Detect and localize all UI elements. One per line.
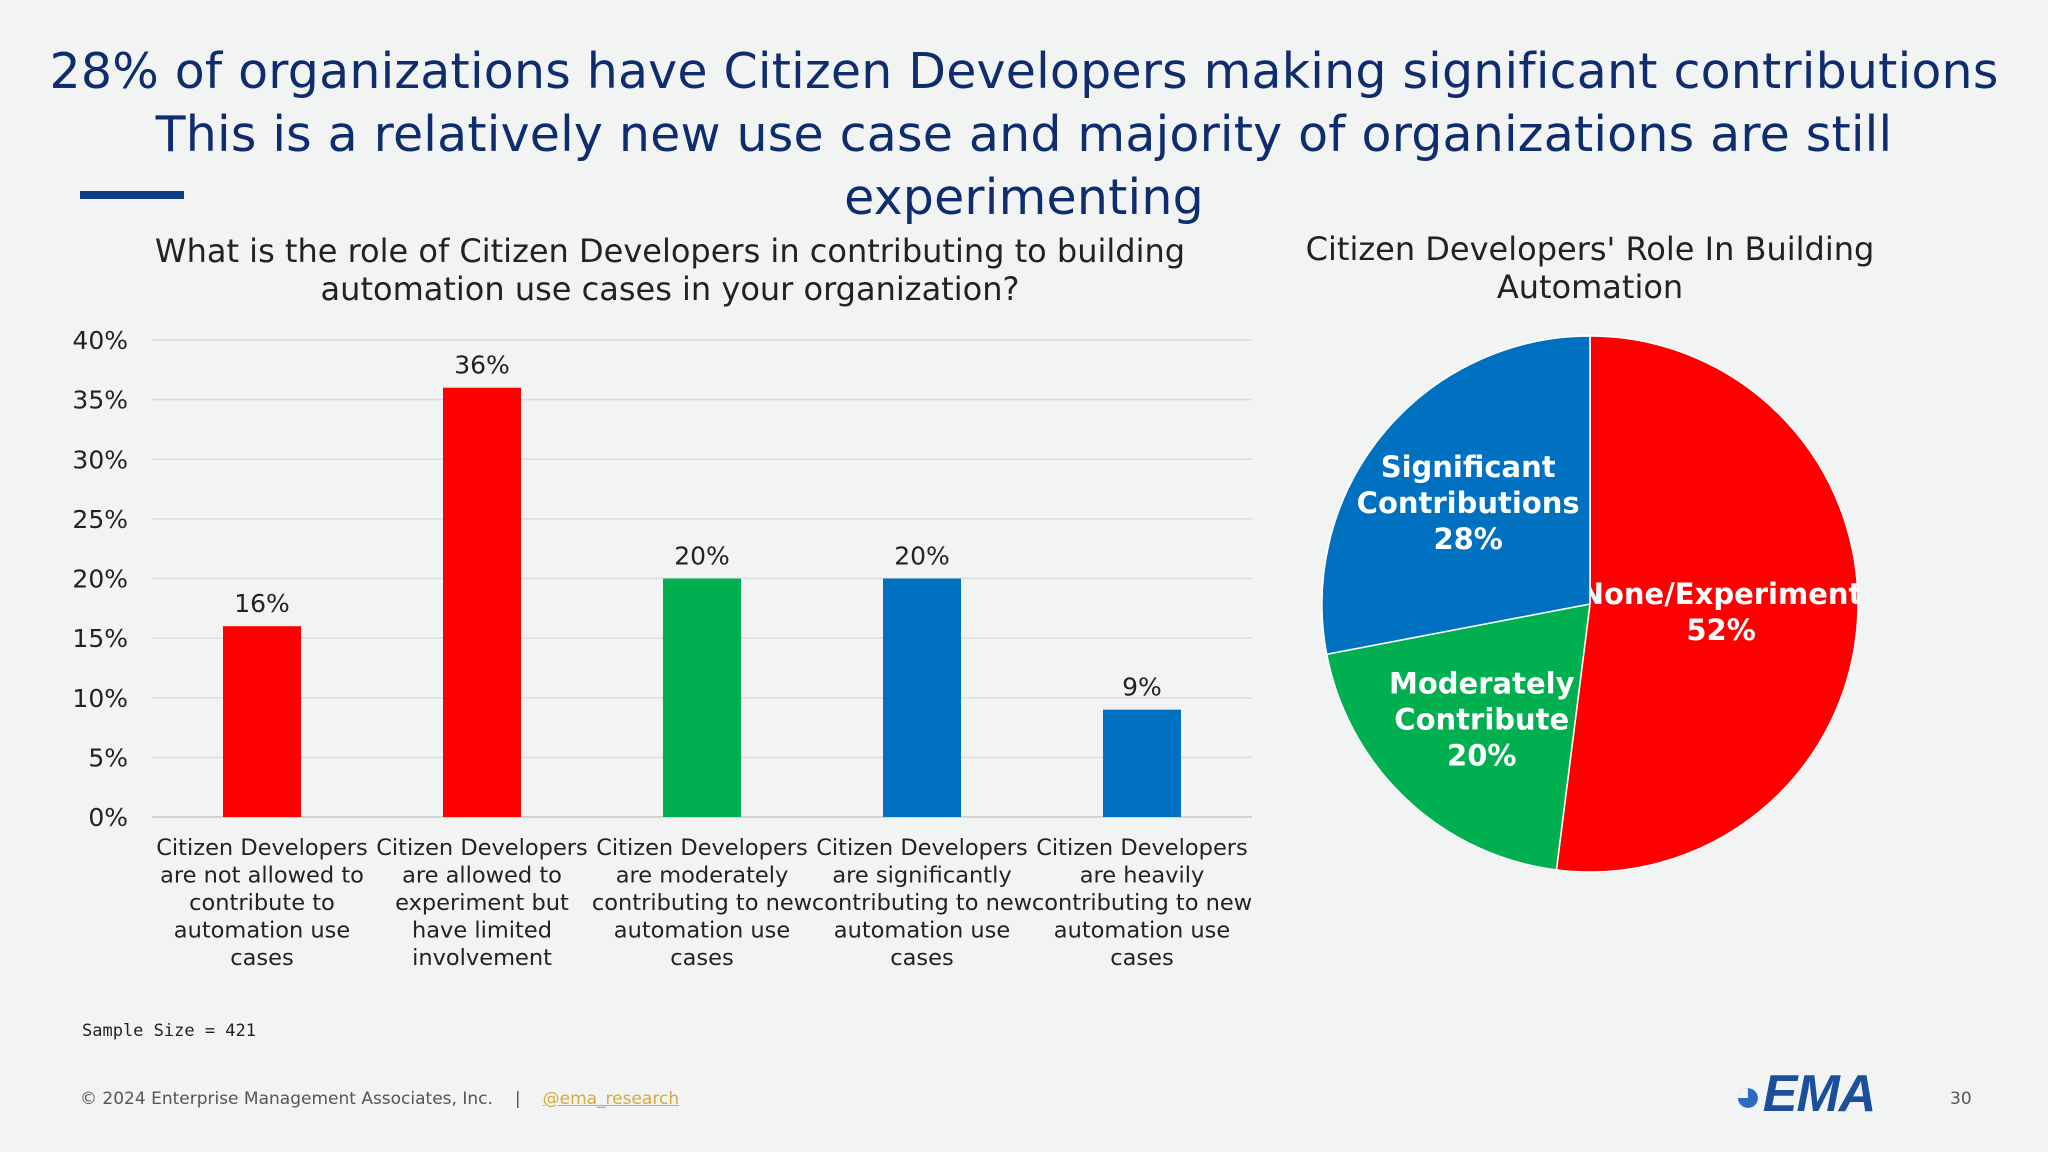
ema-logo: ◕EMA (1734, 1064, 1877, 1124)
x-category-label: are not allowed to (160, 863, 364, 889)
bar (1103, 709, 1181, 817)
pie-slice (1321, 335, 1591, 656)
pie-slice-label: Contributions (1357, 486, 1580, 520)
x-category-label: cases (230, 945, 293, 971)
bar-value-label: 20% (674, 542, 730, 571)
x-category-label: Citizen Developers (596, 835, 808, 861)
bar (663, 578, 741, 817)
x-category-label: are moderately (616, 863, 789, 889)
x-category-label: contributing to new (1032, 890, 1252, 916)
ema-logo-text: EMA (1762, 1065, 1877, 1123)
x-category-label: Citizen Developers (376, 835, 588, 861)
y-tick-label: 0% (88, 803, 128, 832)
headline: 28% of organizations have Citizen Develo… (0, 40, 2048, 229)
x-category-label: are significantly (832, 863, 1011, 889)
x-category-label: involvement (412, 945, 552, 971)
bar (223, 626, 301, 817)
x-category-label: Citizen Developers (156, 835, 368, 861)
x-category-label: contributing to new (812, 890, 1032, 916)
x-category-label: automation use (174, 918, 350, 944)
footer-separator: | (514, 1089, 521, 1109)
x-category-label: are heavily (1080, 863, 1205, 889)
pie-slice-label: None/Experiment (1580, 577, 1860, 611)
x-category-label: automation use (834, 918, 1010, 944)
page-number: 30 (1950, 1089, 1972, 1109)
sample-size: Sample Size = 421 (82, 1021, 256, 1041)
pie-chart-title: Citizen Developers' Role In Building Aut… (1305, 230, 1875, 306)
x-category-label: have limited (412, 918, 552, 944)
x-category-label: contributing to new (592, 890, 812, 916)
bar-value-label: 36% (454, 351, 510, 380)
y-tick-label: 40% (72, 326, 128, 355)
x-category-label: experiment but (395, 890, 569, 916)
pie-slice (1555, 335, 1859, 873)
x-category-label: cases (1110, 945, 1173, 971)
accent-bar (80, 191, 184, 199)
x-category-label: Citizen Developers (1036, 835, 1248, 861)
x-category-label: cases (670, 945, 733, 971)
y-tick-label: 30% (72, 445, 128, 474)
x-category-label: automation use (614, 918, 790, 944)
bar-chart: 0% 5% 10% 15% 20% 25% 30% 35% 40% 16% Citizen Deve… (72, 326, 1252, 971)
bar (883, 578, 961, 817)
bar-chart-title: What is the role of Citizen Developers i… (140, 232, 1200, 308)
x-category-label: are allowed to (402, 863, 562, 889)
footer: © 2024 Enterprise Management Associates,… (80, 1089, 679, 1109)
copyright: © 2024 Enterprise Management Associates,… (80, 1089, 493, 1109)
pie-slice-label: 20% (1447, 738, 1516, 772)
bar-value-label: 20% (894, 542, 950, 571)
bar-chart-title-line-2: automation use cases in your organizatio… (320, 270, 1020, 308)
pie-slice-label: 28% (1433, 522, 1502, 556)
x-category-label: contribute to (189, 890, 335, 916)
x-category-label: cases (890, 945, 953, 971)
bar-chart-title-line-1: What is the role of Citizen Developers i… (154, 232, 1186, 270)
y-tick-label: 5% (88, 743, 128, 772)
x-category-label: Citizen Developers (816, 835, 1028, 861)
y-tick-label: 10% (72, 684, 128, 713)
y-tick-label: 20% (72, 565, 128, 594)
pie-slice-label: Contribute (1394, 702, 1569, 736)
pie-slice-label: Moderately (1389, 666, 1575, 700)
bar (443, 387, 521, 817)
headline-line-1: 28% of organizations have Citizen Develo… (49, 43, 1999, 100)
y-tick-label: 35% (72, 386, 128, 415)
bar-value-label: 16% (234, 589, 290, 618)
x-category-label: automation use (1054, 918, 1230, 944)
bar-value-label: 9% (1122, 673, 1162, 702)
twitter-handle-link[interactable]: @ema_research (542, 1089, 680, 1109)
y-tick-label: 25% (72, 505, 128, 534)
y-tick-label: 15% (72, 624, 128, 653)
pie-slice-label: Significant (1381, 450, 1556, 484)
pie-slice-label: 52% (1686, 613, 1755, 647)
headline-line-2: This is a relatively new use case and ma… (155, 106, 1893, 226)
pie-slice (1325, 603, 1591, 871)
ema-logo-swirl-icon: ◕ (1734, 1069, 1762, 1121)
